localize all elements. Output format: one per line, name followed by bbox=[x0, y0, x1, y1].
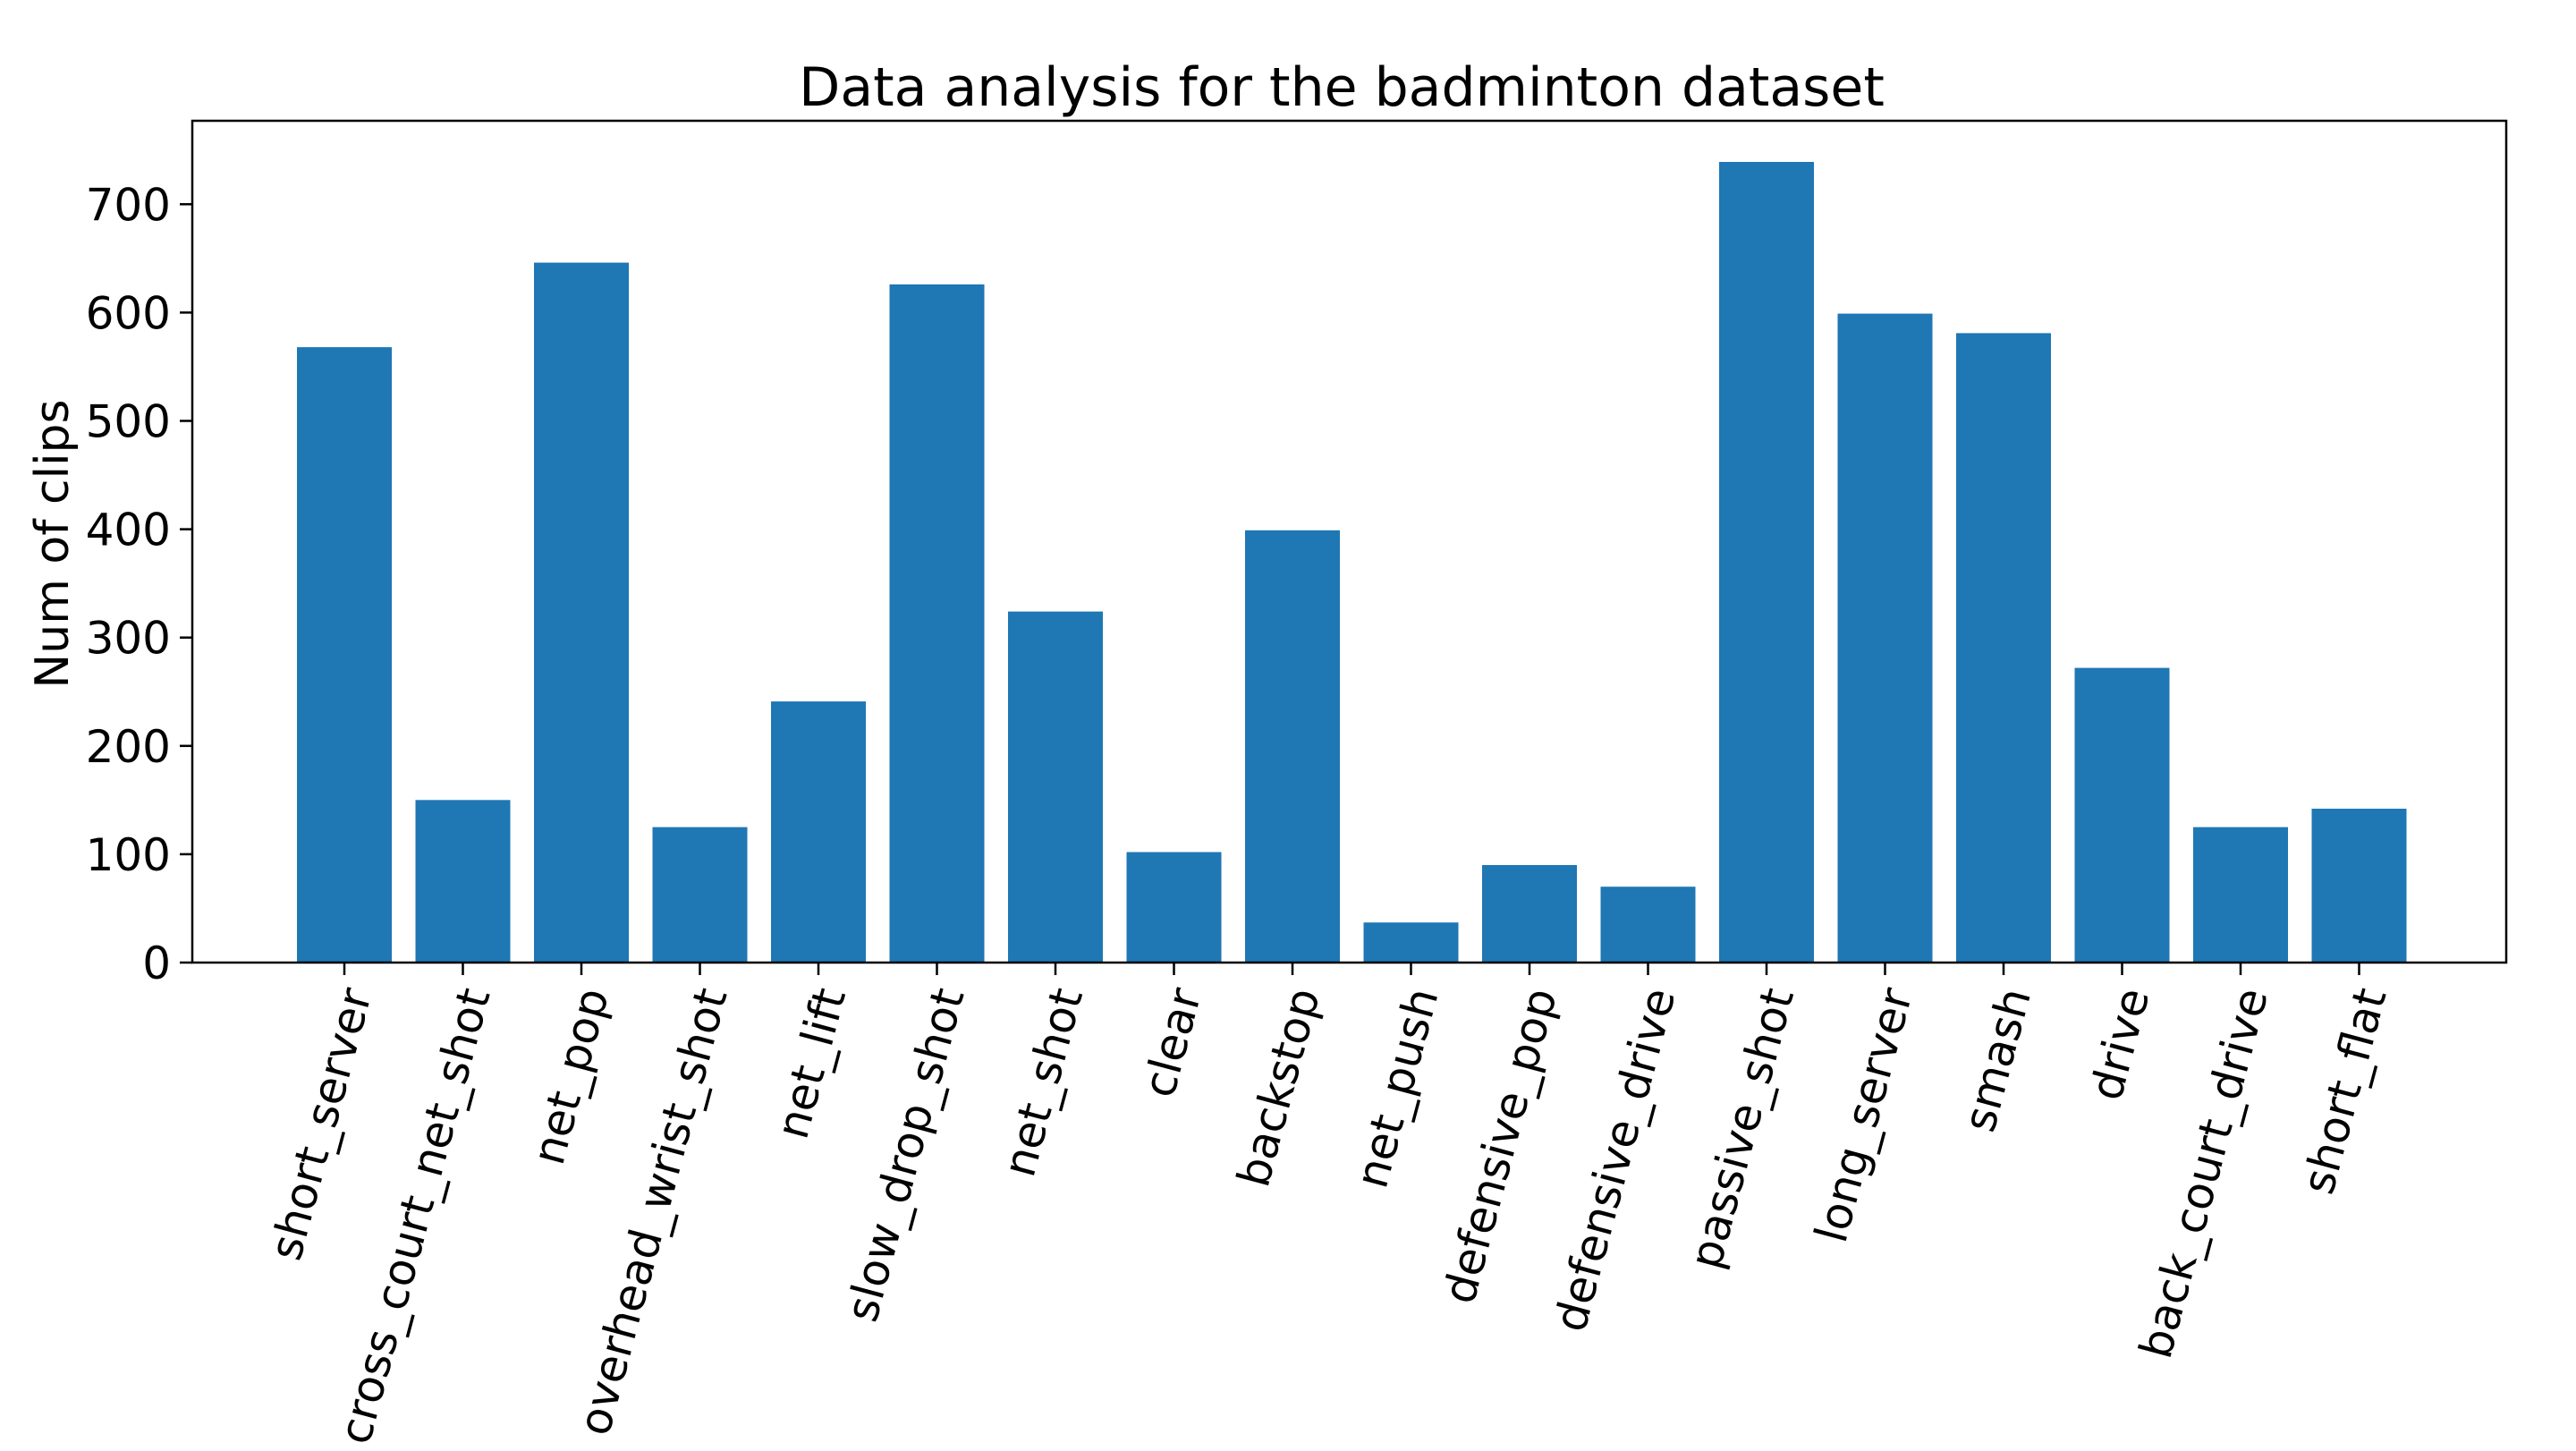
y-axis-ticks: 0 100 200 300 400 500 600 700 bbox=[86, 179, 192, 989]
bars-group bbox=[297, 162, 2407, 963]
chart-title: Data analysis for the badminton dataset bbox=[799, 56, 1885, 119]
bar-clear bbox=[1126, 852, 1222, 963]
bar-overhead-wrist-shot bbox=[652, 827, 748, 963]
bar-net-push bbox=[1363, 922, 1459, 963]
bar-short-flat bbox=[2311, 809, 2407, 963]
bar-short-server bbox=[297, 347, 392, 963]
bar-long-server bbox=[1837, 313, 1933, 963]
y-tick-label: 0 bbox=[142, 938, 171, 989]
y-tick-label: 600 bbox=[86, 287, 171, 339]
bar-backstop bbox=[1245, 530, 1340, 963]
bar-smash bbox=[1956, 333, 2051, 963]
y-axis-label: Num of clips bbox=[26, 399, 80, 688]
bar-cross-court-net-shot bbox=[415, 800, 511, 963]
bar-net-pop bbox=[534, 262, 629, 963]
y-tick-label: 700 bbox=[86, 179, 171, 231]
bar-slow-drop-shot bbox=[889, 284, 985, 963]
y-tick-label: 200 bbox=[86, 721, 171, 773]
y-tick-label: 100 bbox=[86, 829, 171, 881]
y-tick-label: 300 bbox=[86, 613, 171, 665]
bar-defensive-pop bbox=[1482, 865, 1577, 963]
bar-back-court-drive bbox=[2193, 827, 2288, 963]
bar-net-lift bbox=[771, 701, 866, 963]
plot-frame bbox=[191, 119, 2508, 964]
bar-net-shot bbox=[1008, 611, 1103, 963]
bar-drive bbox=[2074, 667, 2170, 963]
y-tick-label: 400 bbox=[86, 505, 171, 556]
bar-defensive-drive bbox=[1600, 887, 1696, 963]
y-tick-label: 500 bbox=[86, 396, 171, 448]
bar-passive-shot bbox=[1719, 162, 1814, 963]
